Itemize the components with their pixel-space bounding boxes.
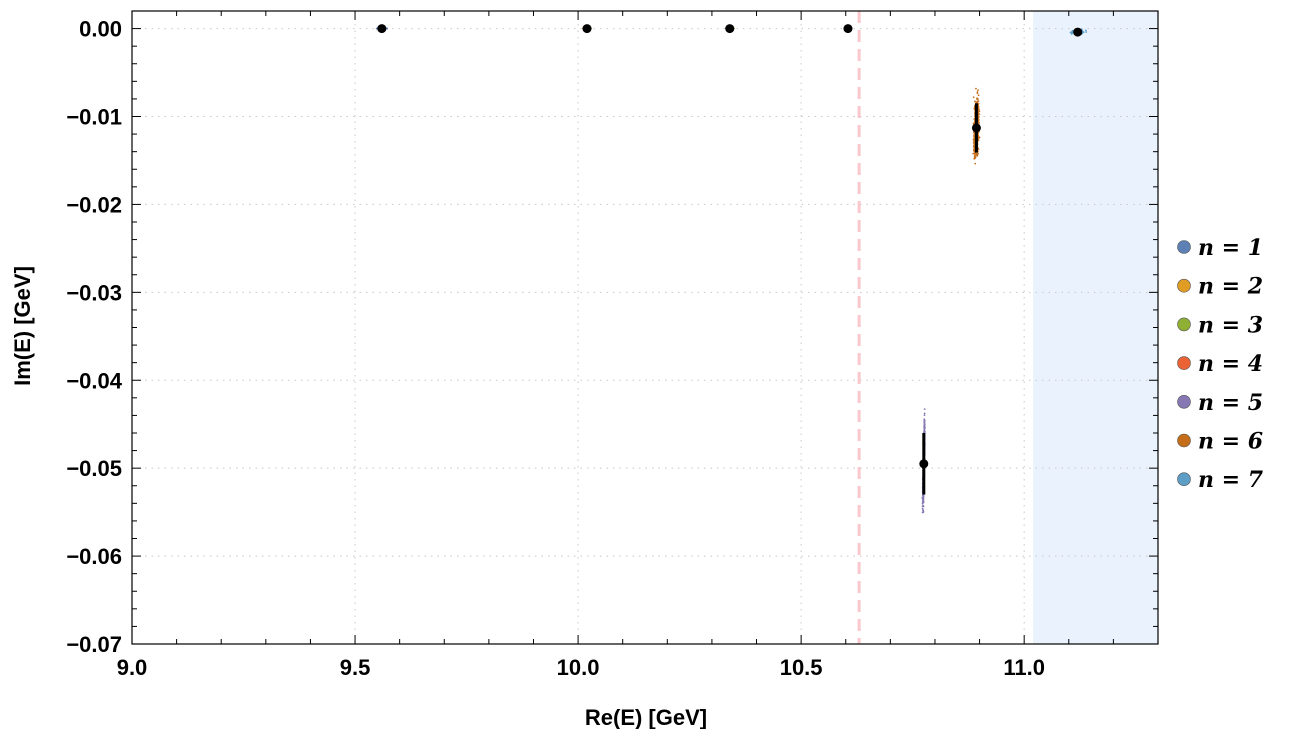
- legend: n = 1 n = 2 n = 3 n = 4 n = 5 n = 6 n = 7: [1177, 235, 1264, 493]
- scatter-point: [1069, 31, 1072, 34]
- center-point: [971, 123, 981, 133]
- center-point: [582, 24, 592, 34]
- grid: [132, 11, 1158, 644]
- scatter-point: [972, 152, 975, 155]
- center-points: [377, 24, 1083, 495]
- legend-label: n = 7: [1198, 467, 1264, 493]
- x-tick-label: 11.0: [1003, 655, 1045, 680]
- scatter-point: [1085, 31, 1088, 33]
- x-tick-label: 9.0: [117, 655, 148, 680]
- y-tick-label: 0.00: [79, 17, 122, 42]
- legend-marker: [1177, 317, 1191, 332]
- y-tick-label: −0.07: [66, 632, 122, 657]
- scatter-point: [977, 94, 980, 97]
- scatter-point: [923, 414, 926, 417]
- scatter-point: [923, 412, 926, 415]
- y-tick-label: −0.03: [66, 280, 122, 305]
- scatter-point: [973, 146, 976, 149]
- plot-frame: [131, 10, 1159, 645]
- legend-label: n = 3: [1198, 312, 1263, 338]
- scatter-point: [973, 144, 975, 147]
- legend-label: n = 6: [1198, 429, 1263, 455]
- scatter-point: [1071, 31, 1073, 34]
- x-tick-label: 9.5: [340, 655, 371, 680]
- legend-marker: [1177, 472, 1191, 487]
- legend-label: n = 1: [1198, 235, 1263, 261]
- scatter-point: [1084, 29, 1087, 32]
- scatter-point: [922, 505, 925, 508]
- legend-marker: [1177, 278, 1191, 293]
- scatter-point: [977, 89, 979, 92]
- scatter-point: [974, 162, 977, 165]
- scatter-point: [923, 408, 926, 411]
- x-tick-label: 10.5: [780, 655, 823, 680]
- center-point: [919, 459, 929, 469]
- legend-label: n = 5: [1198, 390, 1263, 416]
- legend-marker: [1177, 433, 1191, 448]
- shaded-region: [1033, 11, 1158, 644]
- y-tick-label: −0.04: [66, 368, 122, 393]
- scatter-point: [973, 136, 976, 139]
- legend-label: n = 4: [1198, 351, 1263, 377]
- scatter-point: [975, 154, 978, 157]
- scatter-point: [923, 419, 926, 422]
- y-tick-label: −0.02: [66, 192, 122, 217]
- scatter-point: [921, 502, 924, 505]
- legend-marker: [1177, 356, 1191, 370]
- y-tick-labels: 0.00 −0.01 −0.02 −0.03 −0.04 −0.05 −0.06 −0.07: [66, 17, 122, 657]
- scatter-point: [976, 97, 979, 100]
- scatter-point: [923, 429, 926, 432]
- y-tick-label: −0.06: [66, 544, 122, 569]
- y-tick-label: −0.01: [66, 105, 122, 130]
- scatter-point: [923, 427, 926, 430]
- scatter-point: [972, 138, 975, 141]
- scatter-point: [972, 131, 975, 134]
- scatter-point: [922, 501, 925, 504]
- scatter-point: [923, 425, 926, 427]
- x-axis-title: Re(E) [GeV]: [585, 705, 707, 729]
- scatter-point: [978, 110, 981, 113]
- scatter-point: [923, 422, 926, 425]
- legend-marker: [1177, 240, 1191, 254]
- scatter-point: [973, 117, 976, 120]
- scatter-point: [972, 96, 975, 99]
- x-tick-label: 10.0: [557, 655, 600, 680]
- center-point: [377, 24, 387, 34]
- legend-marker: [1177, 394, 1191, 409]
- scatter-point: [977, 137, 980, 139]
- x-tick-labels: 9.0 9.5 10.0 10.5 11.0: [117, 655, 1045, 680]
- center-point: [1073, 27, 1083, 37]
- scatter-points: [375, 27, 1088, 514]
- scatter-point: [974, 100, 976, 103]
- scatter-point: [922, 497, 924, 500]
- center-point: [725, 24, 735, 34]
- scatter-point: [976, 92, 979, 95]
- y-axis-title: Im(E) [GeV]: [10, 266, 35, 386]
- axis-ticks: [131, 10, 1159, 645]
- y-tick-label: −0.05: [66, 456, 122, 481]
- center-point: [843, 24, 853, 34]
- scatter-point: [975, 87, 977, 90]
- legend-label: n = 2: [1198, 274, 1263, 300]
- scatter-point: [977, 148, 980, 151]
- scatter-point: [974, 154, 976, 157]
- scatter-point: [922, 511, 925, 514]
- scatter-point: [973, 157, 976, 160]
